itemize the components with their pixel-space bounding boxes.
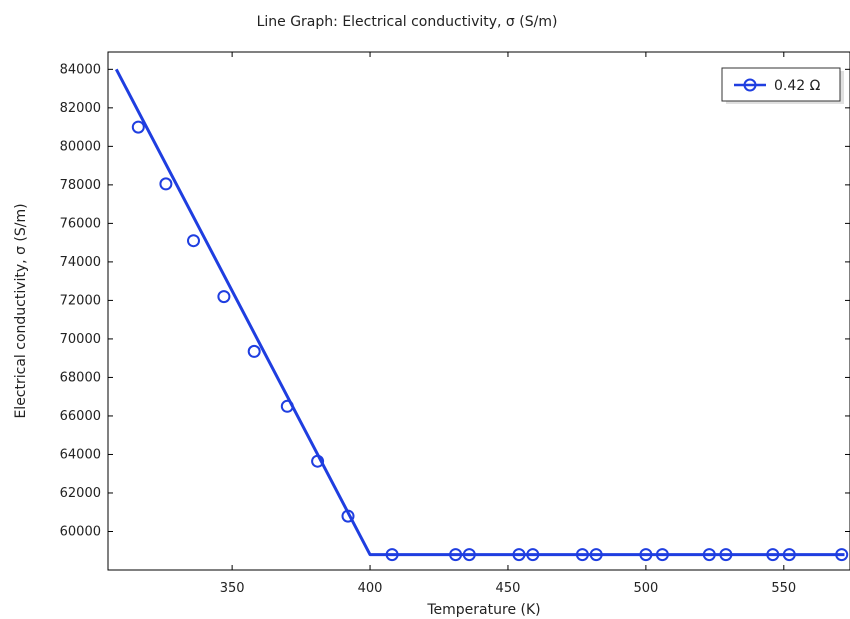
y-tick-label: 84000 [60, 62, 101, 77]
y-tick-label: 64000 [60, 447, 101, 462]
y-tick-label: 82000 [60, 101, 101, 116]
y-tick-label: 66000 [60, 409, 101, 424]
legend-marker-swatch [743, 78, 757, 92]
series-marker [702, 548, 716, 562]
series-layer [114, 68, 849, 562]
series-marker [512, 548, 526, 562]
series-marker [311, 454, 325, 468]
series-marker [526, 548, 540, 562]
series-marker [217, 290, 231, 304]
x-tick-label: 400 [358, 581, 383, 596]
series-line [114, 68, 845, 557]
legend: 0.42 Ω [721, 67, 844, 104]
legend-label: 0.42 Ω [774, 78, 821, 94]
series-marker [385, 548, 399, 562]
y-tick-label: 80000 [60, 139, 101, 154]
x-axis-title: Temperature (K) [426, 602, 540, 618]
y-axis-title: Electrical conductivity, σ (S/m) [13, 203, 29, 418]
series-marker [159, 177, 173, 191]
y-tick-label: 74000 [60, 255, 101, 270]
series-marker [766, 548, 780, 562]
series-marker [131, 120, 145, 134]
y-tick-label: 68000 [60, 370, 101, 385]
y-tick-label: 62000 [60, 486, 101, 501]
x-tick-label: 550 [771, 581, 796, 596]
x-tick-label: 450 [496, 581, 521, 596]
series-marker [782, 548, 796, 562]
y-axis-ticks: 60000 62000 64000 66000 68000 70000 72000 74000… [60, 62, 850, 539]
series-marker [449, 548, 463, 562]
series-marker [575, 548, 589, 562]
y-tick-label: 72000 [60, 293, 101, 308]
series-marker [589, 548, 603, 562]
series-marker [719, 548, 733, 562]
x-axis-ticks: 350 400 450 500 550 [220, 52, 796, 596]
series-marker [341, 509, 355, 523]
series-marker [247, 344, 261, 358]
series-marker [655, 548, 669, 562]
y-tick-label: 76000 [60, 216, 101, 231]
series-marker [639, 548, 653, 562]
plot-frame [107, 51, 850, 571]
y-tick-label: 70000 [60, 332, 101, 347]
legend-box [721, 67, 841, 102]
chart-title: Line Graph: Electrical conductivity, σ (… [257, 14, 558, 30]
y-tick-label: 60000 [60, 524, 101, 539]
x-tick-label: 350 [220, 581, 245, 596]
x-tick-label: 500 [633, 581, 658, 596]
series-marker [187, 234, 200, 248]
y-tick-label: 78000 [60, 178, 101, 193]
series-marker [280, 399, 294, 413]
series-marker [835, 548, 849, 562]
series-marker [462, 548, 476, 562]
